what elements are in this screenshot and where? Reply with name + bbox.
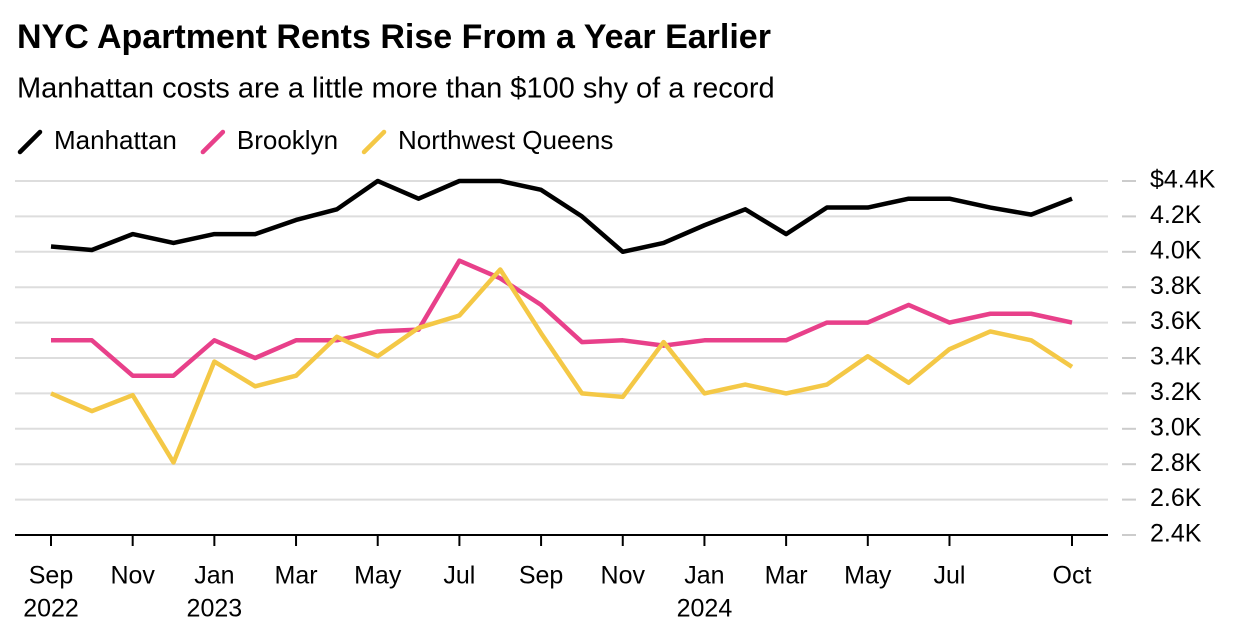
y-tick-label: 3.2K — [1150, 378, 1202, 406]
legend-label: Brooklyn — [237, 125, 338, 155]
chart-subtitle: Manhattan costs are a little more than $… — [17, 73, 775, 105]
legend-label: Northwest Queens — [398, 125, 613, 155]
x-tick-label: Sep — [29, 562, 73, 590]
legend-swatch — [17, 129, 43, 155]
series-line — [51, 258, 1073, 378]
x-tick-label: Nov — [110, 562, 155, 590]
y-tick-label: $4.4K — [1150, 166, 1216, 194]
x-tick-label: Oct — [1053, 562, 1092, 590]
x-tick-label: Mar — [275, 562, 318, 590]
series-line — [50, 178, 1073, 255]
y-tick-label: 4.2K — [1150, 201, 1202, 229]
legend-swatch — [200, 129, 226, 155]
y-tick-label: 3.0K — [1150, 413, 1202, 441]
x-year-label: 2024 — [677, 595, 733, 623]
y-tick-label: 3.8K — [1150, 272, 1202, 300]
y-tick-label: 3.6K — [1150, 307, 1202, 335]
y-tick-label: 2.4K — [1150, 520, 1202, 548]
chart-title: NYC Apartment Rents Rise From a Year Ear… — [17, 18, 771, 56]
y-tick-label: 4.0K — [1150, 236, 1202, 264]
legend-swatch — [361, 129, 387, 155]
x-tick-label: May — [844, 562, 892, 590]
x-tick-label: Nov — [601, 562, 646, 590]
x-tick-label: Jan — [684, 562, 724, 590]
x-tick-label: Jul — [933, 562, 965, 590]
x-tick-label: Mar — [765, 562, 808, 590]
legend-label: Manhattan — [54, 125, 177, 155]
y-tick-label: 2.6K — [1150, 484, 1202, 512]
x-year-label: 2022 — [23, 595, 79, 623]
y-tick-label: 3.4K — [1150, 343, 1202, 371]
x-tick-label: Jul — [443, 562, 475, 590]
x-year-label: 2023 — [187, 595, 243, 623]
legend: Manhattan Brooklyn Northwest Queens — [17, 125, 613, 155]
y-tick-label: 2.8K — [1150, 449, 1202, 477]
x-tick-label: Jan — [194, 562, 234, 590]
x-tick-label: May — [354, 562, 402, 590]
series-line — [50, 267, 1074, 465]
x-tick-label: Sep — [519, 562, 563, 590]
